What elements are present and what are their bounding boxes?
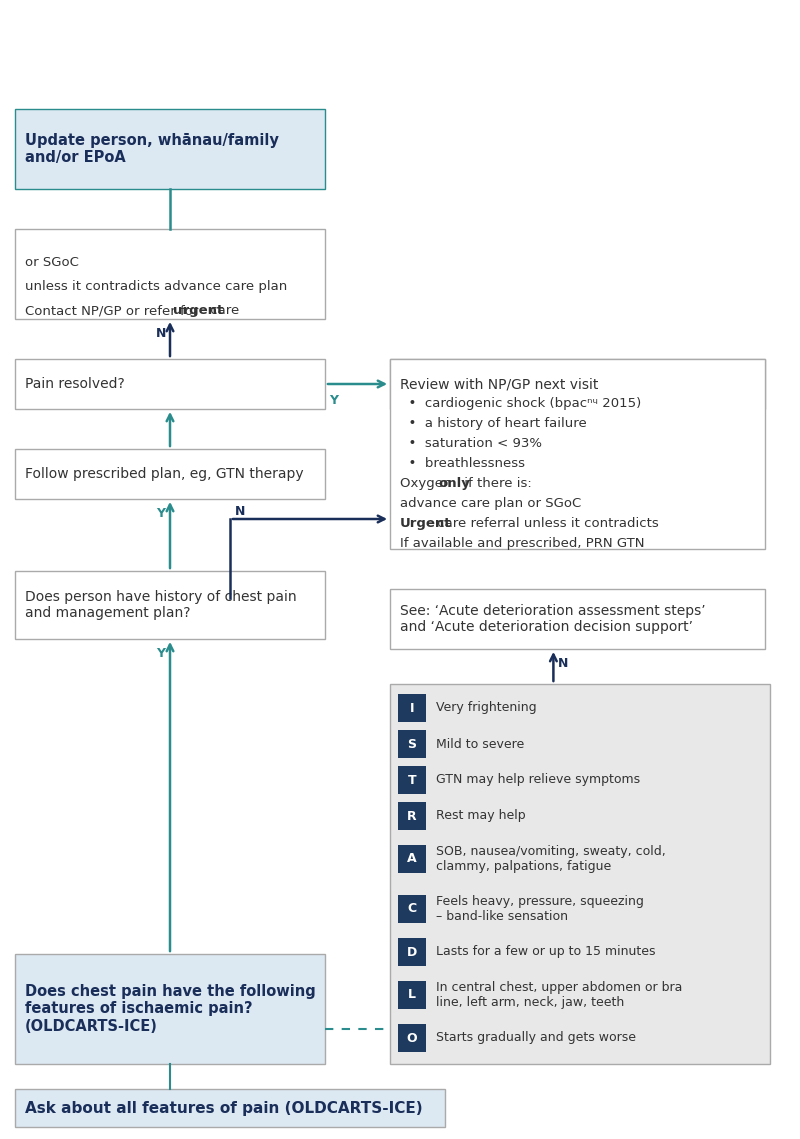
Text: Review with NP/GP next visit: Review with NP/GP next visit xyxy=(400,377,598,391)
Text: if there is:: if there is: xyxy=(461,477,532,490)
Text: Very frightening: Very frightening xyxy=(436,702,537,714)
Text: Feels heavy, pressure, squeezing
– band-like sensation: Feels heavy, pressure, squeezing – band-… xyxy=(436,895,644,923)
Text: See: ‘Acute deterioration assessment steps’
and ‘Acute deterioration decision su: See: ‘Acute deterioration assessment ste… xyxy=(400,604,706,634)
Text: SOB, nausea/vomiting, sweaty, cold,
clammy, palpations, fatigue: SOB, nausea/vomiting, sweaty, cold, clam… xyxy=(436,845,666,872)
FancyBboxPatch shape xyxy=(15,109,325,189)
Text: N: N xyxy=(558,657,568,670)
FancyBboxPatch shape xyxy=(15,954,325,1064)
Text: •  breathlessness: • breathlessness xyxy=(400,457,525,470)
Text: Starts gradually and gets worse: Starts gradually and gets worse xyxy=(436,1032,636,1044)
Text: Does chest pain have the following
features of ischaemic pain?
(OLDCARTS-ICE): Does chest pain have the following featu… xyxy=(25,984,316,1034)
FancyBboxPatch shape xyxy=(15,449,325,499)
Text: S: S xyxy=(407,737,417,751)
Text: Pain resolved?: Pain resolved? xyxy=(25,377,125,391)
FancyBboxPatch shape xyxy=(398,802,426,830)
Text: If available and prescribed, PRN GTN: If available and prescribed, PRN GTN xyxy=(400,536,645,550)
Text: Mild to severe: Mild to severe xyxy=(436,737,524,751)
Text: •  saturation < 93%: • saturation < 93% xyxy=(400,437,542,450)
Text: O: O xyxy=(406,1032,418,1044)
Text: Does person have history of chest pain
and management plan?: Does person have history of chest pain a… xyxy=(25,590,297,620)
Text: •  a history of heart failure: • a history of heart failure xyxy=(400,417,586,431)
Text: D: D xyxy=(407,945,417,959)
FancyBboxPatch shape xyxy=(398,845,426,872)
FancyBboxPatch shape xyxy=(398,767,426,794)
Text: •  cardiogenic shock (bpacⁿᶣ 2015): • cardiogenic shock (bpacⁿᶣ 2015) xyxy=(400,398,642,410)
FancyBboxPatch shape xyxy=(398,981,426,1009)
Text: C: C xyxy=(407,902,417,916)
Text: Ask about all features of pain (OLDCARTS-ICE): Ask about all features of pain (OLDCARTS… xyxy=(25,1100,422,1115)
Text: In central chest, upper abdomen or bra
line, left arm, neck, jaw, teeth: In central chest, upper abdomen or bra l… xyxy=(436,981,682,1009)
FancyBboxPatch shape xyxy=(390,685,770,1064)
FancyBboxPatch shape xyxy=(398,694,426,722)
FancyBboxPatch shape xyxy=(15,229,325,319)
Text: Rest may help: Rest may help xyxy=(436,810,526,822)
Text: Urgent: Urgent xyxy=(400,517,451,530)
Text: L: L xyxy=(408,989,416,1001)
Text: A: A xyxy=(407,852,417,866)
FancyBboxPatch shape xyxy=(398,939,426,966)
Text: I: I xyxy=(410,702,414,714)
Text: N: N xyxy=(235,505,246,518)
Text: Y: Y xyxy=(156,647,165,659)
Text: Lasts for a few or up to 15 minutes: Lasts for a few or up to 15 minutes xyxy=(436,945,655,959)
Text: advance care plan or SGoC: advance care plan or SGoC xyxy=(400,497,582,510)
Text: only: only xyxy=(438,477,470,490)
FancyBboxPatch shape xyxy=(398,895,426,923)
Text: or SGoC: or SGoC xyxy=(25,256,79,269)
Text: urgent: urgent xyxy=(174,304,224,317)
FancyBboxPatch shape xyxy=(15,1089,445,1126)
Text: unless it contradicts advance care plan: unless it contradicts advance care plan xyxy=(25,280,287,293)
FancyBboxPatch shape xyxy=(15,359,325,409)
Text: T: T xyxy=(408,773,416,787)
Text: Y: Y xyxy=(329,394,338,407)
FancyBboxPatch shape xyxy=(390,359,765,549)
Text: N: N xyxy=(156,327,166,341)
Text: Contact NP/GP or refer for: Contact NP/GP or refer for xyxy=(25,304,202,317)
Text: Y: Y xyxy=(156,507,165,521)
FancyBboxPatch shape xyxy=(15,571,325,639)
Text: Update person, whānau/family
and/or EPoA: Update person, whānau/family and/or EPoA xyxy=(25,133,279,165)
FancyBboxPatch shape xyxy=(390,589,765,649)
Text: Oxygen: Oxygen xyxy=(400,477,456,490)
Text: care referral unless it contradicts: care referral unless it contradicts xyxy=(433,517,658,530)
Text: care: care xyxy=(206,304,240,317)
Text: GTN may help relieve symptoms: GTN may help relieve symptoms xyxy=(436,773,640,787)
FancyBboxPatch shape xyxy=(398,730,426,757)
FancyBboxPatch shape xyxy=(390,359,765,409)
FancyBboxPatch shape xyxy=(398,1024,426,1052)
Text: R: R xyxy=(407,810,417,822)
Text: Follow prescribed plan, eg, GTN therapy: Follow prescribed plan, eg, GTN therapy xyxy=(25,467,304,481)
